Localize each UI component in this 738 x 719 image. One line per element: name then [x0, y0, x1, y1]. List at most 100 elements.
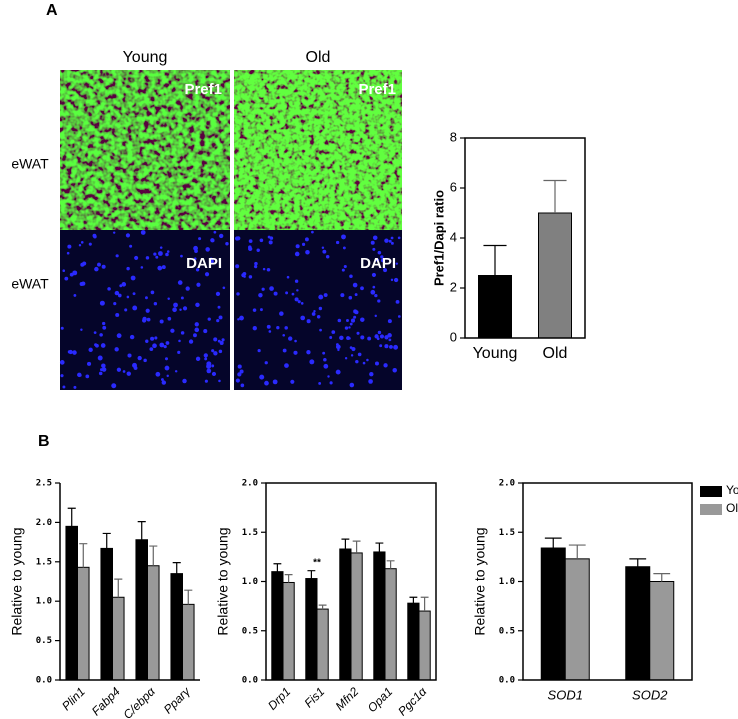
nucleus: [240, 383, 245, 388]
nucleus: [340, 293, 345, 298]
nucleus: [342, 246, 346, 250]
nucleus: [389, 345, 393, 349]
nucleus: [235, 264, 240, 269]
nucleus: [159, 342, 165, 348]
nucleus: [213, 337, 218, 342]
error-bar: [543, 179, 567, 213]
nucleus: [72, 270, 78, 276]
nucleus: [379, 334, 385, 339]
error-bar: [184, 589, 193, 605]
nucleus: [252, 326, 257, 331]
nucleus: [164, 357, 169, 361]
nucleus: [114, 290, 120, 296]
error-bar: [114, 578, 123, 598]
nucleus: [264, 380, 269, 386]
stain-label: DAPI: [360, 255, 396, 272]
y-tick-label: 6: [450, 179, 457, 194]
nucleus: [339, 335, 344, 341]
nucleus: [252, 308, 257, 312]
nucleus: [313, 310, 316, 313]
nucleus: [126, 295, 130, 299]
nucleus: [182, 306, 188, 311]
nucleus: [335, 240, 340, 245]
nucleus: [348, 295, 353, 300]
nucleus: [366, 358, 369, 362]
row-label: eWAT: [11, 156, 49, 172]
nucleus: [121, 282, 127, 287]
nucleus: [94, 343, 98, 347]
legend-swatch: [700, 486, 722, 497]
nucleus: [218, 349, 223, 354]
nucleus: [177, 280, 183, 285]
bar: [407, 602, 420, 681]
nucleus: [62, 269, 66, 273]
x-tick-label: Plin1: [59, 684, 88, 713]
nucleus: [97, 262, 101, 267]
nucleus: [60, 326, 64, 330]
nucleus: [124, 308, 128, 312]
column-label: Old: [306, 49, 331, 66]
nucleus: [306, 350, 311, 355]
nucleus: [372, 285, 376, 289]
nucleus: [295, 244, 300, 249]
nucleus: [221, 338, 225, 342]
nucleus: [288, 336, 293, 341]
nucleus: [99, 300, 105, 306]
error-bar: [318, 604, 327, 610]
nucleus: [242, 272, 247, 276]
y-tick-label: 0.0: [242, 676, 258, 686]
nucleus: [290, 379, 295, 384]
nucleus: [355, 359, 359, 364]
bar: [170, 573, 183, 681]
bar: [564, 558, 590, 681]
nucleus: [166, 250, 170, 253]
nucleus: [215, 291, 221, 297]
nucleus: [387, 319, 392, 324]
nucleus: [206, 361, 212, 367]
nucleus: [92, 233, 97, 238]
nucleus: [305, 249, 310, 255]
error-bar: [172, 561, 181, 574]
nucleus: [318, 306, 323, 311]
error-bar: [544, 537, 562, 549]
bar: [540, 547, 566, 681]
nucleus: [349, 274, 353, 279]
bar: [418, 610, 431, 681]
nucleus: [137, 355, 142, 361]
nucleus: [155, 255, 159, 259]
nucleus: [374, 334, 379, 339]
error-bar: [420, 596, 429, 612]
y-axis-label: Relative to young: [472, 527, 488, 635]
x-tick-label: Opa1: [365, 684, 396, 715]
nucleus: [101, 367, 107, 372]
panel-label: A: [46, 2, 58, 19]
nucleus: [285, 291, 289, 295]
stain-label: Pref1: [184, 81, 222, 98]
nucleus: [62, 385, 66, 389]
nucleus: [150, 336, 155, 341]
nucleus: [239, 315, 244, 321]
nucleus: [321, 246, 325, 249]
nucleus: [309, 359, 315, 365]
nucleus: [353, 315, 357, 319]
error-bar: [137, 521, 146, 540]
nucleus: [377, 330, 382, 335]
y-tick-label: 4: [450, 229, 457, 244]
bar: [271, 571, 284, 681]
nucleus: [180, 296, 184, 300]
nucleus: [99, 333, 103, 337]
nucleus: [294, 251, 300, 257]
nucleus: [195, 268, 200, 272]
nucleus: [388, 239, 392, 243]
nucleus: [204, 272, 210, 277]
y-tick-label: 8: [450, 129, 457, 144]
nucleus: [180, 331, 185, 335]
nucleus: [301, 242, 306, 246]
nucleus: [344, 357, 348, 360]
nucleus: [98, 371, 103, 376]
nucleus: [322, 249, 327, 254]
nucleus: [209, 257, 213, 261]
bar: [339, 548, 352, 681]
nucleus: [327, 375, 330, 378]
nucleus: [161, 265, 166, 270]
